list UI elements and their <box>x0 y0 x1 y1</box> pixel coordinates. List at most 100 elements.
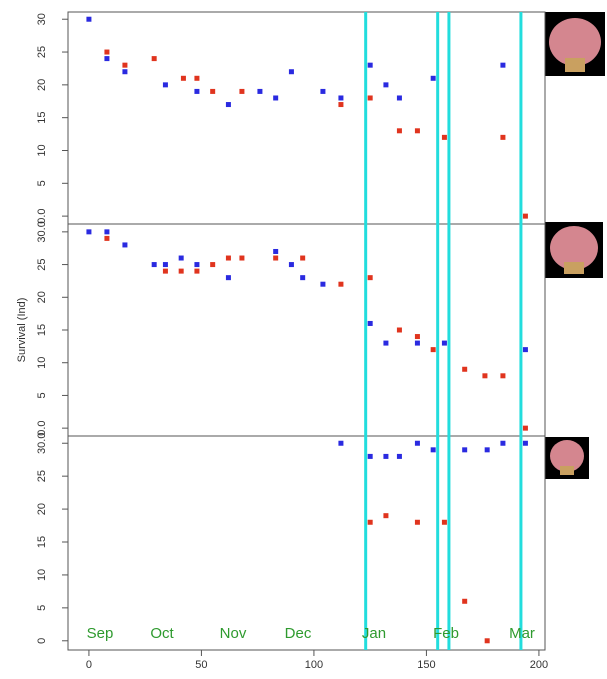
point <box>257 88 263 94</box>
point <box>500 440 506 446</box>
point <box>194 268 200 274</box>
month-label: Dec <box>285 625 312 642</box>
point <box>367 453 373 459</box>
point <box>383 340 389 346</box>
x-tick-label: 50 <box>195 659 207 671</box>
point <box>482 373 488 379</box>
point <box>151 262 157 268</box>
point <box>396 128 402 134</box>
point <box>383 82 389 88</box>
point <box>104 49 110 55</box>
point <box>430 75 436 81</box>
point <box>320 88 326 94</box>
point <box>320 281 326 287</box>
point <box>194 75 200 81</box>
point <box>288 69 294 75</box>
point <box>396 327 402 333</box>
point <box>414 440 420 446</box>
point <box>522 347 528 353</box>
y-tick-label: 10 <box>36 569 48 581</box>
point <box>383 513 389 519</box>
point <box>225 275 231 281</box>
point <box>414 340 420 346</box>
point <box>396 453 402 459</box>
y-tick-label: 30 <box>36 13 48 25</box>
point <box>338 102 344 108</box>
y-tick-label: 15 <box>36 324 48 336</box>
y-tick-label: 5 <box>36 392 48 398</box>
y-axis-label: Survival (Ind) <box>16 298 28 363</box>
x-tick-label: 200 <box>530 659 548 671</box>
point <box>273 95 279 101</box>
point <box>273 255 279 261</box>
y-tick-label: 25 <box>36 258 48 270</box>
month-label: Nov <box>220 625 247 642</box>
point <box>86 16 92 22</box>
point <box>300 275 306 281</box>
plot-frame <box>67 435 546 651</box>
x-tick-label: 150 <box>417 659 435 671</box>
month-label: Sep <box>87 625 114 642</box>
y-tick-label: 0.0 <box>36 420 48 435</box>
point <box>178 255 184 261</box>
point <box>441 340 447 346</box>
month-label: Jan <box>362 625 386 642</box>
point <box>500 373 506 379</box>
point <box>414 128 420 134</box>
point <box>300 255 306 261</box>
point <box>122 242 128 248</box>
y-tick-label: 30.0 <box>36 433 48 454</box>
point <box>367 519 373 525</box>
point <box>178 268 184 274</box>
point <box>122 69 128 75</box>
point <box>104 56 110 62</box>
point <box>500 134 506 140</box>
point <box>338 440 344 446</box>
y-tick-label: 30.0 <box>36 221 48 242</box>
point <box>338 95 344 101</box>
y-tick-label: 15 <box>36 112 48 124</box>
point <box>367 275 373 281</box>
point <box>162 82 168 88</box>
y-tick-label: 15 <box>36 536 48 548</box>
x-tick-label: 0 <box>86 659 92 671</box>
point <box>414 334 420 340</box>
point <box>162 262 168 268</box>
scallop-icon <box>545 12 605 479</box>
point <box>367 62 373 68</box>
point <box>367 95 373 101</box>
y-tick-label: 0.0 <box>36 208 48 223</box>
y-tick-label: 25 <box>36 46 48 58</box>
month-label: Mar <box>509 625 535 642</box>
point <box>500 62 506 68</box>
point <box>522 213 528 219</box>
y-tick-label: 10 <box>36 357 48 369</box>
x-tick-label: 100 <box>305 659 323 671</box>
point <box>367 320 373 326</box>
y-tick-label: 25 <box>36 470 48 482</box>
y-tick-label: 5 <box>36 605 48 611</box>
point <box>239 255 245 261</box>
plot-frame <box>67 11 546 225</box>
plot-frame <box>67 223 546 437</box>
point <box>225 102 231 108</box>
y-tick-label: 20 <box>36 503 48 515</box>
point <box>414 519 420 525</box>
y-tick-label: 20 <box>36 291 48 303</box>
point <box>396 95 402 101</box>
y-tick-label: 10 <box>36 144 48 156</box>
point <box>104 235 110 241</box>
point <box>430 347 436 353</box>
point <box>338 281 344 287</box>
point <box>430 447 436 453</box>
y-tick-label: 5 <box>36 180 48 186</box>
point <box>239 88 245 94</box>
point <box>383 453 389 459</box>
point <box>462 366 468 372</box>
point <box>210 88 216 94</box>
point <box>441 519 447 525</box>
point <box>162 268 168 274</box>
point <box>484 447 490 453</box>
point <box>522 440 528 446</box>
